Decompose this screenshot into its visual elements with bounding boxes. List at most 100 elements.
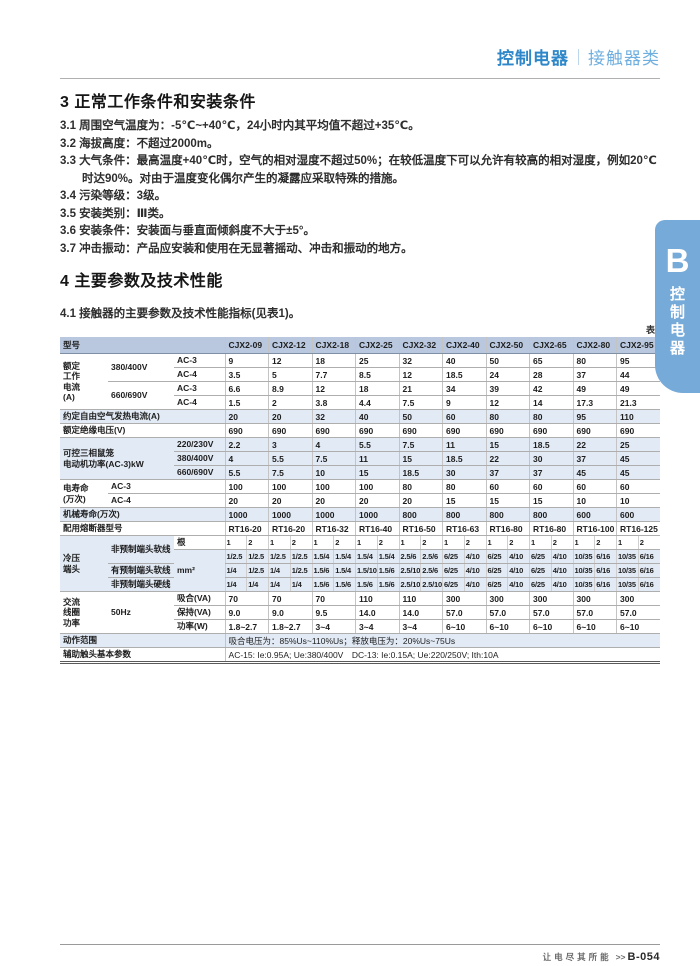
table-cell: 60 — [485, 479, 530, 494]
table-model-header-cell: CJX2-18 — [311, 337, 356, 354]
table-cell: 4 — [224, 451, 269, 466]
footer-rule — [60, 944, 660, 945]
table-cell: 1000 — [355, 507, 400, 522]
table-row: 660/690V AC-3 6.6 8.9 12 18 21 34 39 42 49 49 — [60, 381, 661, 410]
page-footer: 让电尽其所能 >> B-054 — [60, 944, 660, 963]
table-cell: 18.5 — [398, 465, 443, 480]
table-cell: 4 — [311, 437, 356, 452]
table-cell: 7.7 — [311, 367, 356, 382]
table-cell: 6~10 — [529, 619, 574, 634]
table-cell: 可控三相鼠笼 电动机功率(AC-3)kW — [60, 437, 174, 480]
table-cell: 9.5 — [311, 605, 356, 620]
table-cell: RT16-50 — [398, 521, 443, 536]
table-cell: 690 — [224, 423, 269, 438]
table-cell: 14.0 — [355, 605, 400, 620]
table-cell: 20 — [224, 409, 269, 424]
table-row: mm² 1/2.5 1/2.5 1/2.5 1/2.5 1.5/4 1.5/4 1.5/4 1.… — [60, 549, 661, 592]
table-cell: 1/4 — [224, 563, 247, 578]
table-cell: AC-3 — [174, 353, 226, 368]
table-row: AC-4 3.5 5 7.7 8.5 12 18.5 24 28 37 44 — [60, 367, 661, 382]
table-cell: 7.5 — [398, 395, 443, 410]
chapter-label: 控制电器 — [669, 286, 685, 357]
table-cell: 660/690V — [174, 465, 226, 480]
table-row: 功率(W) 1.8~2.7 1.8~2.7 3~4 3~4 3~4 6~10 6~10 6~10… — [60, 619, 661, 634]
table-cell: 8.9 — [268, 381, 313, 396]
table-cell: 300 — [616, 591, 661, 606]
section3-item: 3.5 安装类别：Ⅲ类。 — [60, 207, 171, 220]
table-cell: 44 — [616, 367, 661, 382]
table-cell: 800 — [398, 507, 443, 522]
table-cell: 7.5 — [398, 437, 443, 452]
table-cell: RT16-40 — [355, 521, 400, 536]
table-cell: 800 — [485, 507, 530, 522]
table-cell: 吸合电压为：85%Us~110%Us；释放电压为：20%Us~75Us — [224, 633, 661, 648]
table-cell: 70 — [311, 591, 356, 606]
table-cell: RT16-32 — [311, 521, 356, 536]
table-cell: 2 — [376, 535, 400, 550]
table-cell: 45 — [616, 451, 661, 466]
table-row: 辅助触头基本参数 AC-15: Ie:0.95A; Ue:380/400V DC-… — [60, 647, 661, 663]
table-cell: RT16-20 — [224, 521, 269, 536]
table-cell: 6~10 — [442, 619, 487, 634]
section3-item: 3.4 污染等级：3级。 — [60, 190, 167, 202]
table-cell: 配用熔断器型号 — [60, 521, 226, 536]
table-cell: 20 — [224, 493, 269, 508]
table-cell: 2.2 — [224, 437, 269, 452]
table-cell: 1.5/6 — [311, 563, 334, 578]
table-cell: 70 — [268, 591, 313, 606]
table-cell: 7.5 — [268, 465, 313, 480]
table-cell: 2.5/10 — [420, 577, 443, 592]
table-cell: 1 — [268, 535, 291, 550]
table-cell: 1/2.5 — [224, 549, 247, 564]
table-row: 动作范围 吸合电压为：85%Us~110%Us；释放电压为：20%Us~75Us — [60, 633, 661, 648]
table-cell: 45 — [572, 465, 617, 480]
table-cell: 10/35 — [572, 577, 595, 592]
table-cell: 300 — [572, 591, 617, 606]
table-cell: 1/4 — [224, 577, 247, 592]
table-cell: 1 — [355, 535, 378, 550]
table-model-header-cell: CJX2-95 — [616, 337, 661, 354]
table-cell: 20 — [355, 493, 400, 508]
table-cell: 100 — [311, 479, 356, 494]
table-cell: 8.5 — [355, 367, 400, 382]
table-cell: 根 — [174, 535, 226, 550]
table-cell: 1.5/6 — [333, 577, 356, 592]
section4-title: 4 主要参数及技术性能 — [60, 273, 223, 290]
table-cell: 800 — [529, 507, 574, 522]
table-model-header-cell: CJX2-40 — [442, 337, 487, 354]
table-cell: 20 — [398, 493, 443, 508]
table-model-header-cell: CJX2-32 — [398, 337, 443, 354]
table-cell: 2.5/10 — [398, 563, 421, 578]
table-cell: 2 — [550, 535, 574, 550]
table-row: 额定 工作 电流 (A) 380/400V AC-3 9 12 18 25 32 40 50 65 8… — [60, 353, 661, 410]
table-cell: 动作范围 — [60, 633, 226, 648]
table-cell: 1.5/6 — [355, 577, 378, 592]
table-cell: 2.5/6 — [420, 563, 443, 578]
table-cell: 57.0 — [529, 605, 574, 620]
table-model-header-cell: CJX2-25 — [355, 337, 400, 354]
table-cell: 7.5 — [311, 451, 356, 466]
table-cell: 32 — [398, 353, 443, 368]
section3-items: 3.1 周围空气温度为：-5℃~+40℃，24小时内其平均值不超过+35℃。 3… — [60, 118, 660, 258]
table-row: 配用熔断器型号 RT16-20 RT16-20 RT16-32 RT16-40 RT16-… — [60, 521, 661, 536]
table-cell: 110 — [398, 591, 443, 606]
table-cell: 4/10 — [507, 563, 530, 578]
table-cell: 10 — [616, 493, 661, 508]
table-cell: 有预制端头软线 — [108, 563, 174, 578]
table-cell: 15 — [529, 493, 574, 508]
table-cell: 690 — [616, 423, 661, 438]
section3-item: 3.6 安装条件：安装面与垂直面倾斜度不大于±5°。 — [60, 225, 315, 237]
table-cell: 100 — [268, 479, 313, 494]
table-cell: 1.5/6 — [311, 577, 334, 592]
table-cell: 57.0 — [485, 605, 530, 620]
table-cell: 22 — [485, 451, 530, 466]
table-cell: 1.5/4 — [333, 563, 356, 578]
table-cell: 冷压 端头 — [60, 535, 108, 592]
table-cell: 28 — [529, 367, 574, 382]
table-cell: 37 — [485, 465, 530, 480]
table-cell: 300 — [485, 591, 530, 606]
table-cell: 机械寿命(万次) — [60, 507, 226, 522]
table-cell: 25 — [616, 437, 661, 452]
table-cell: 1/2.5 — [246, 563, 269, 578]
table-cell: 2 — [246, 535, 269, 550]
